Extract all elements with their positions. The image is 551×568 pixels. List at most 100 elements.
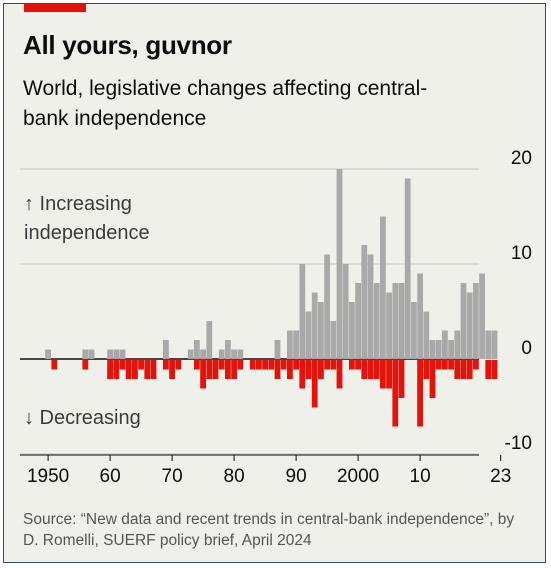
bar-increase bbox=[429, 340, 436, 359]
bar-decrease bbox=[324, 360, 330, 370]
bar-decrease bbox=[423, 360, 430, 379]
bar-increase bbox=[491, 330, 498, 359]
bar-decrease bbox=[169, 360, 175, 379]
bar-decrease bbox=[460, 360, 467, 379]
bar-increase bbox=[82, 349, 89, 359]
bar-increase bbox=[119, 349, 126, 359]
bar-decrease bbox=[429, 360, 436, 398]
bar-increase bbox=[45, 349, 51, 359]
bar-increase bbox=[218, 349, 225, 359]
increasing-label: ↑ Increasing independence bbox=[24, 193, 150, 244]
bar-increase bbox=[231, 349, 237, 359]
bar-decrease bbox=[473, 360, 479, 370]
bar-increase bbox=[466, 292, 473, 359]
bar-increase bbox=[237, 349, 244, 359]
bar-decrease bbox=[448, 360, 454, 370]
bar-decrease bbox=[442, 360, 448, 370]
x-tick-labels: 1950 60 70 80 90 2000 10 23 bbox=[27, 466, 511, 487]
x-tick-label: 23 bbox=[490, 466, 511, 487]
bar-decrease bbox=[175, 360, 182, 370]
bar-increase bbox=[187, 349, 194, 359]
bar-decrease bbox=[417, 360, 423, 427]
bar-decrease bbox=[280, 360, 287, 370]
bar-increase bbox=[380, 216, 386, 359]
bar-decrease bbox=[311, 360, 318, 408]
bar-decrease bbox=[194, 360, 200, 370]
bar-decrease bbox=[200, 360, 206, 389]
bar-increase bbox=[107, 349, 113, 359]
bar-increase bbox=[411, 302, 417, 359]
bar-decrease bbox=[299, 360, 306, 389]
y-tick-label: 0 bbox=[521, 338, 532, 359]
bar-decrease bbox=[466, 360, 473, 379]
bar-decrease bbox=[355, 360, 361, 370]
chart-title: All yours, guvnor bbox=[23, 30, 232, 60]
bar-decrease bbox=[150, 360, 157, 379]
bars bbox=[45, 169, 498, 427]
bar-decrease bbox=[163, 360, 169, 370]
bar-increase bbox=[200, 349, 206, 359]
x-tick-label: 80 bbox=[224, 466, 245, 487]
bar-decrease bbox=[373, 360, 380, 379]
bar-decrease bbox=[212, 360, 219, 379]
bar-increase bbox=[435, 340, 442, 359]
bar-decrease bbox=[380, 360, 386, 389]
bar-decrease bbox=[336, 360, 343, 389]
x-tick-label: 2000 bbox=[337, 466, 379, 487]
bar-decrease bbox=[218, 360, 225, 370]
bar-decrease bbox=[225, 360, 231, 379]
bar-increase bbox=[274, 340, 281, 359]
bar-increase bbox=[473, 283, 479, 359]
bar-increase bbox=[225, 340, 231, 359]
bar-increase bbox=[448, 340, 454, 359]
y-tick-label: -10 bbox=[505, 433, 532, 454]
bar-chart: 20 10 0 -10 1950 60 70 80 90 2000 10 23 bbox=[20, 148, 532, 487]
bar-decrease bbox=[144, 360, 151, 379]
bar-decrease bbox=[367, 360, 374, 379]
bar-decrease bbox=[287, 360, 293, 379]
x-tick-label: 70 bbox=[162, 466, 183, 487]
bar-decrease bbox=[361, 360, 368, 379]
bar-decrease bbox=[268, 360, 275, 370]
bar-increase bbox=[206, 321, 213, 359]
bar-increase bbox=[305, 311, 312, 359]
bar-decrease bbox=[51, 360, 58, 370]
y-tick-labels: 20 10 0 -10 bbox=[505, 148, 532, 454]
bar-increase bbox=[318, 302, 324, 359]
bar-decrease bbox=[392, 360, 399, 427]
bar-increase bbox=[367, 254, 374, 359]
bar-decrease bbox=[113, 360, 120, 379]
bar-increase bbox=[361, 245, 368, 359]
x-tick-label: 1950 bbox=[27, 466, 69, 487]
bar-increase bbox=[311, 292, 318, 359]
bar-increase bbox=[398, 283, 405, 359]
bar-decrease bbox=[262, 360, 268, 370]
bar-decrease bbox=[237, 360, 244, 370]
bar-increase bbox=[373, 283, 380, 359]
bar-increase bbox=[88, 349, 95, 359]
bar-increase bbox=[386, 292, 392, 359]
chart-frame: All yours, guvnor World, legislative cha… bbox=[3, 3, 546, 563]
bar-decrease bbox=[398, 360, 405, 398]
bar-increase bbox=[324, 254, 330, 359]
bar-decrease bbox=[82, 360, 89, 370]
bar-increase bbox=[417, 273, 423, 359]
bar-increase bbox=[293, 330, 299, 359]
bar-decrease bbox=[491, 360, 498, 379]
bar-decrease bbox=[256, 360, 262, 370]
bar-increase bbox=[336, 169, 343, 359]
chart-subtitle: World, legislative changes affecting cen… bbox=[23, 77, 428, 130]
bar-decrease bbox=[119, 360, 126, 370]
bar-increase bbox=[330, 321, 337, 359]
bar-increase bbox=[392, 283, 399, 359]
bar-decrease bbox=[132, 360, 138, 379]
bar-decrease bbox=[435, 360, 442, 370]
y-tick-label: 10 bbox=[511, 243, 532, 264]
bar-decrease bbox=[293, 360, 299, 370]
bar-decrease bbox=[274, 360, 281, 379]
bar-increase bbox=[479, 273, 485, 359]
bar-decrease bbox=[454, 360, 461, 379]
source-note: Source: “New data and recent trends in c… bbox=[23, 511, 515, 549]
bar-decrease bbox=[330, 360, 337, 370]
bar-increase bbox=[342, 264, 349, 359]
